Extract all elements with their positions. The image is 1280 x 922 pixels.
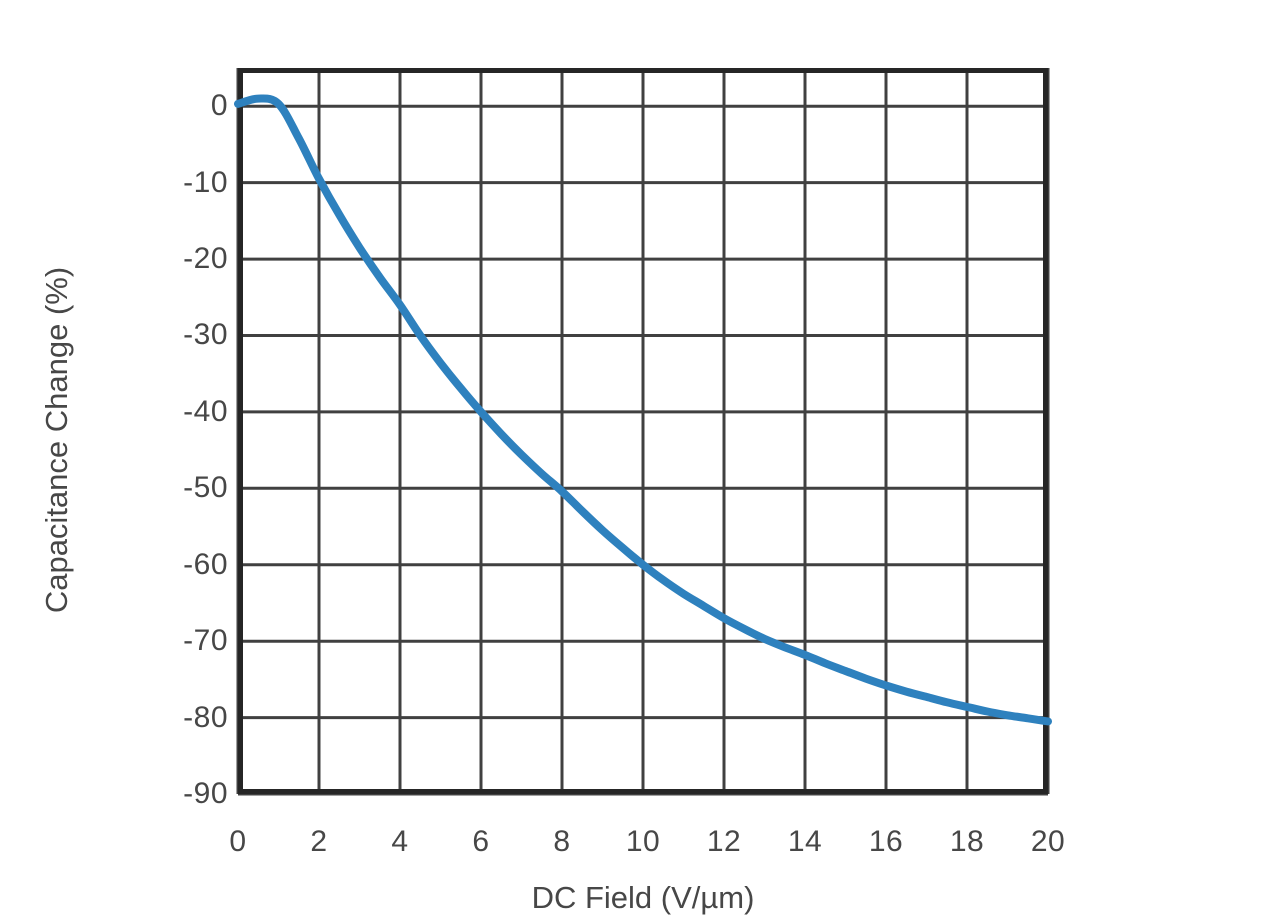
y-tick-label: -20 (183, 242, 228, 276)
x-tick-label: 20 (1030, 825, 1066, 858)
x-tick-label: 10 (625, 825, 661, 858)
capacitance-curve (234, 94, 1052, 726)
y-tick-label: -10 (183, 165, 228, 199)
x-tick-label: 16 (868, 825, 904, 858)
x-tick-label: 12 (706, 825, 742, 858)
x-tick-label: 18 (949, 825, 985, 858)
y-axis-title: Capacitance Change (%) (39, 266, 74, 614)
chart-canvas (234, 68, 1052, 796)
plot-area (234, 68, 1052, 796)
x-tick-label: 8 (553, 825, 571, 858)
y-tick-label: 0 (210, 89, 228, 123)
gridlines (236, 68, 1050, 796)
x-tick-label: 2 (310, 825, 328, 858)
y-tick-label: -90 (183, 777, 228, 810)
y-tick-label: -60 (183, 547, 228, 581)
plot-frame (238, 68, 1048, 794)
x-tick-label: 14 (787, 825, 823, 858)
x-tick-label: 4 (391, 825, 409, 858)
y-tick-label: -40 (183, 394, 228, 428)
y-tick-label: -50 (183, 471, 228, 505)
x-tick-label: 6 (472, 825, 490, 858)
y-tick-label: -30 (183, 318, 228, 352)
y-tick-label: -80 (183, 700, 228, 734)
x-tick-label: 0 (229, 825, 247, 858)
y-tick-label: -70 (183, 624, 228, 658)
x-axis-title: DC Field (V/µm) (531, 880, 755, 915)
